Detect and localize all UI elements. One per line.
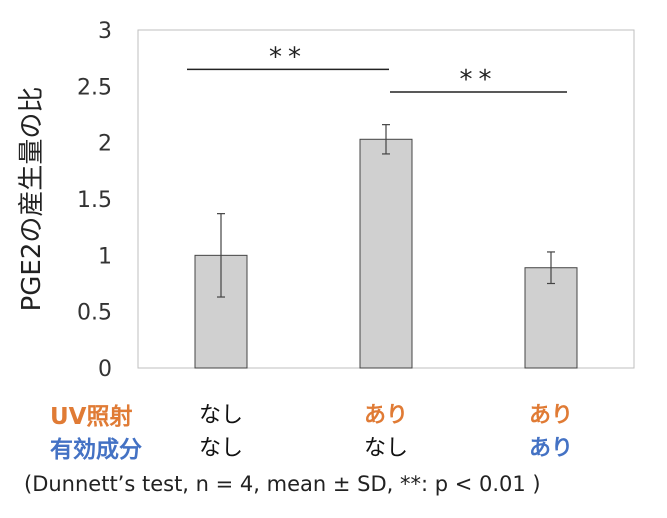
bar-2 xyxy=(359,138,413,369)
active-row-label: 有効成分 xyxy=(50,437,142,463)
y-tick-label: 0.5 xyxy=(77,301,112,326)
y-tick-label: 1.5 xyxy=(77,188,112,213)
bar-3 xyxy=(524,267,578,369)
active-condition-1: なし xyxy=(198,436,244,461)
uv-row-label: UV照射 xyxy=(50,404,133,430)
y-tick-label: 0 xyxy=(98,357,112,382)
error-bars xyxy=(217,124,555,298)
significance-markers: ** ** xyxy=(187,42,567,95)
active-condition-2: なし xyxy=(363,436,409,461)
uv-condition-1: なし xyxy=(198,403,244,428)
significance-label-2: ** xyxy=(460,65,498,95)
significance-label-1: ** xyxy=(269,42,307,72)
y-tick-label: 2.5 xyxy=(77,75,112,100)
bars xyxy=(194,138,578,369)
y-tick-label: 1 xyxy=(98,244,112,269)
y-axis-label: PGE2の産生量の比 xyxy=(17,87,47,312)
y-tick-label: 2 xyxy=(98,132,112,157)
uv-condition-2: あり xyxy=(363,403,409,428)
active-condition-3: あり xyxy=(528,436,574,461)
y-axis-ticks: 0 0.5 1 1.5 2 2.5 3 xyxy=(77,19,112,382)
y-tick-label: 3 xyxy=(98,19,112,44)
bar-chart: 0 0.5 1 1.5 2 2.5 3 ** ** PGE2の産生量の比 xyxy=(17,19,635,382)
footnote: (Dunnett’s test, n = 4, mean ± SD, **: p… xyxy=(24,472,541,496)
uv-condition-3: あり xyxy=(528,403,574,428)
